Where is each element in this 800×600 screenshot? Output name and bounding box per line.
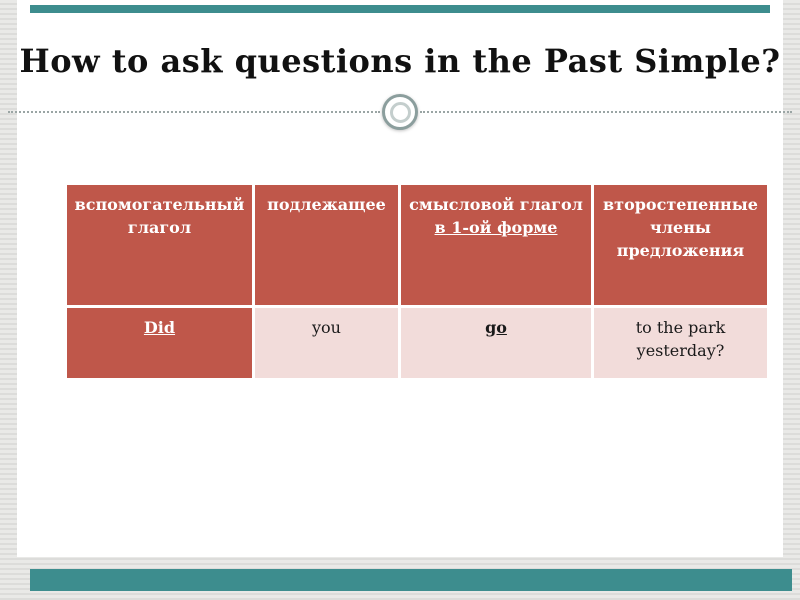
row-cell-subject: you [255, 308, 398, 378]
header-auxiliary-verb: вспомогательный глагол [67, 185, 252, 305]
header-main-verb-line1: смысловой глагол [409, 195, 583, 214]
auxiliary-verb-text: Did [143, 318, 176, 337]
row-cell-main-verb: go [401, 308, 591, 378]
divider-circle-ornament [382, 94, 418, 130]
header-main-verb-line2: в 1-ой форме [434, 218, 558, 238]
row-cell-auxiliary-verb: Did [67, 308, 252, 378]
row-cell-secondary-members: to the park yesterday? [594, 308, 767, 378]
slide: How to ask questions in the Past Simple?… [8, 0, 792, 557]
divider-circle-inner-ring [389, 101, 411, 123]
header-secondary-members: второстепенные члены предложения [594, 185, 767, 305]
header-subject: подлежащее [255, 185, 398, 305]
divider-dotted-line-left [8, 111, 380, 113]
top-accent-bar [30, 5, 770, 13]
title-divider [8, 94, 792, 130]
slide-title: How to ask questions in the Past Simple? [19, 42, 781, 80]
divider-dotted-line-right [420, 111, 792, 113]
header-main-verb: смысловой глагол в 1-ой форме [401, 185, 591, 305]
bottom-accent-bar [30, 569, 792, 591]
grammar-table: вспомогательный глагол подлежащее смысло… [67, 185, 767, 378]
main-verb-text: go [485, 318, 507, 337]
